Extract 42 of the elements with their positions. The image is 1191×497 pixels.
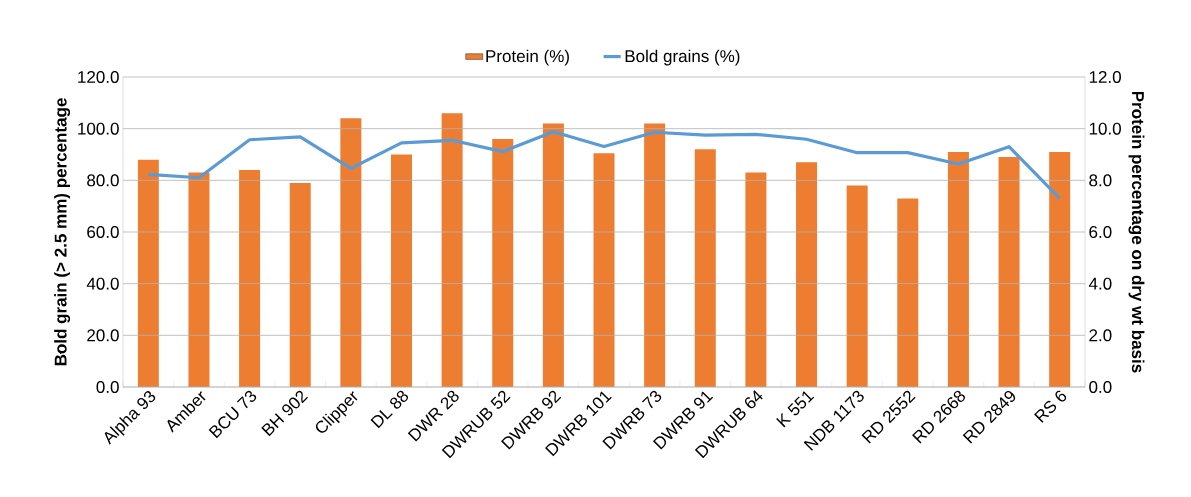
x-tick-label: RS 6	[1034, 390, 1067, 423]
y2-tick-label: 4.0	[1088, 277, 1112, 290]
bar	[998, 157, 1020, 387]
bar	[897, 198, 919, 387]
bar	[390, 154, 412, 387]
y-tick-label: 20.0	[87, 329, 119, 342]
y2-axis-title: Protein percentage on dry wt basis	[1128, 91, 1145, 373]
bar	[796, 162, 818, 387]
bar	[947, 151, 969, 387]
y2-tick-label: 2.0	[1089, 329, 1112, 342]
bar	[239, 169, 261, 387]
y-tick-label: 120.0	[78, 70, 119, 84]
y2-tick-label: 8.0	[1089, 174, 1112, 187]
y2-tick-label: 12.0	[1089, 70, 1121, 84]
x-tick-label: DL 88	[370, 390, 409, 429]
legend-label: Protein (%)	[486, 49, 569, 66]
bar	[137, 159, 159, 387]
bar	[593, 153, 615, 387]
legend-label: Bold grains (%)	[625, 49, 740, 66]
bar	[745, 172, 767, 387]
y2-tick-label: 6.0	[1089, 225, 1112, 239]
y-tick-label: 40.0	[86, 277, 119, 290]
bar	[492, 138, 514, 387]
bar	[644, 123, 666, 387]
bar	[340, 118, 362, 387]
x-tick-label: K 551	[776, 391, 815, 428]
y2-tick-label: 0.0	[1089, 380, 1112, 394]
y-axis-title: Bold grain (> 2.5 mm) percentage	[54, 98, 71, 366]
bar	[1049, 151, 1071, 387]
bar	[188, 172, 210, 387]
bar	[694, 149, 716, 387]
bar	[846, 185, 868, 387]
y-tick-label: 60.0	[87, 225, 119, 239]
y-tick-label: 80.0	[87, 174, 119, 187]
bar	[441, 113, 463, 387]
y2-tick-label: 10.0	[1089, 122, 1121, 135]
bar	[542, 123, 564, 387]
x-tick-label: BH 902	[261, 390, 308, 437]
bar	[289, 182, 311, 387]
y-tick-label: 100.0	[78, 122, 119, 135]
y-tick-label: 0.0	[96, 380, 119, 394]
line-series	[146, 130, 1062, 200]
